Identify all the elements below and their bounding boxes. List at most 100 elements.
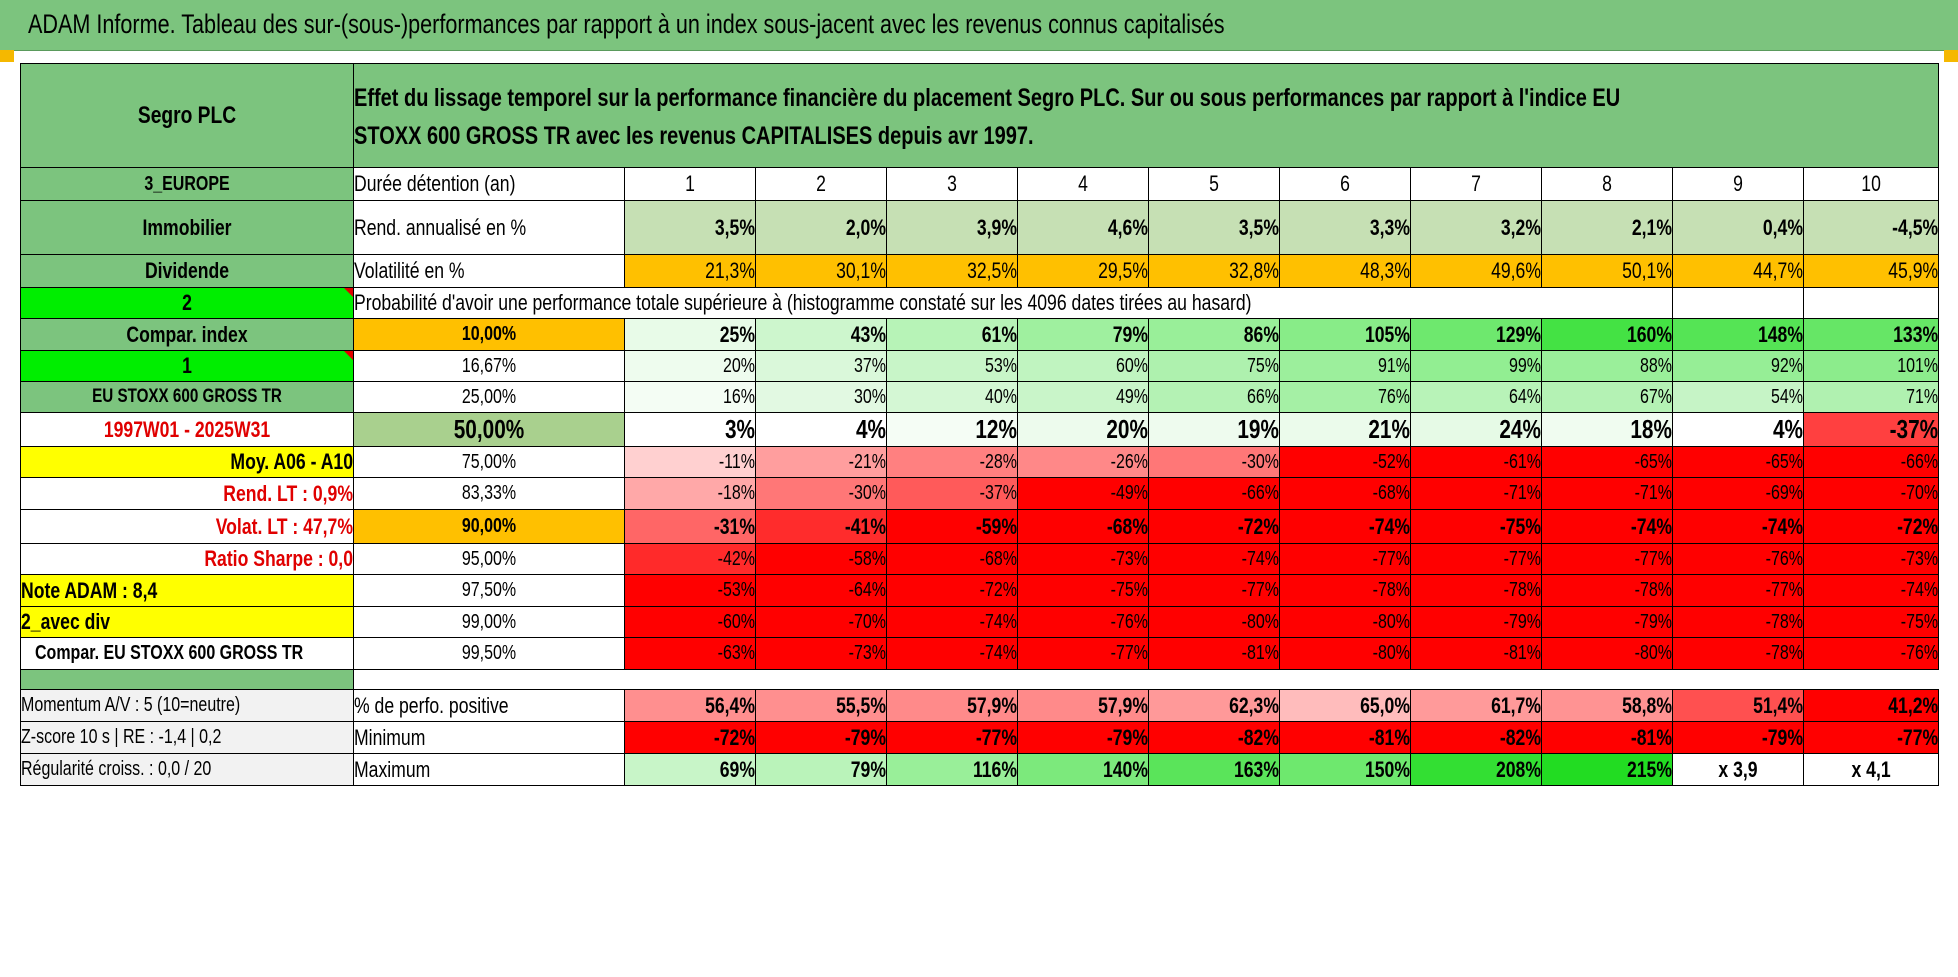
probability-value: -81% <box>1410 637 1542 670</box>
probability-value-text: -80% <box>1241 610 1279 633</box>
corner-marker-right <box>1944 50 1958 62</box>
probability-value-text: -70% <box>1900 482 1939 504</box>
probability-value: -66% <box>1148 477 1280 510</box>
maximum-value: 163% <box>1148 753 1280 786</box>
annual-return-value-text: 3,5% <box>714 214 755 240</box>
year-header: 1 <box>624 167 756 201</box>
probability-value: 40% <box>886 381 1018 413</box>
positive-performance-value-text: 51,4% <box>1753 692 1803 718</box>
probability-value: -71% <box>1541 477 1673 510</box>
probability-value-text: -78% <box>1765 642 1803 664</box>
positive-performance-value-text: 61,7% <box>1491 692 1541 718</box>
probability-value-text: 37% <box>853 354 886 377</box>
probability-value-text: 43% <box>850 321 886 347</box>
probability-value-text: -81% <box>1241 642 1279 664</box>
volatility-value: 50,1% <box>1541 254 1673 288</box>
annual-return-value: 3,5% <box>624 200 756 255</box>
probability-level: 25,00% <box>353 381 625 413</box>
year-header: 6 <box>1279 167 1411 201</box>
long-term-volatility: Volat. LT : 47,7% <box>20 509 354 544</box>
maximum-value-text: 215% <box>1626 756 1672 782</box>
probability-value: 20% <box>624 350 756 382</box>
minimum-value-text: -72% <box>713 724 755 750</box>
positive-performance-side-label: Momentum A/V : 5 (10=neutre) <box>20 689 354 722</box>
probability-value: 148% <box>1672 318 1804 351</box>
annual-return-value: 3,5% <box>1148 200 1280 255</box>
probability-value: -73% <box>1802 543 1940 575</box>
probability-title-text: Probabilité d'avoir une performance tota… <box>354 290 1252 315</box>
compare-index-long: Compar. EU STOXX 600 GROSS TR <box>20 637 354 670</box>
probability-value: 79% <box>1017 318 1149 351</box>
probability-value: 3% <box>624 412 756 447</box>
maximum-value: 79% <box>755 753 887 786</box>
probability-value: -66% <box>1802 446 1940 478</box>
annual-return-value-text: 0,4% <box>1762 214 1803 240</box>
probability-value-text: -74% <box>1368 513 1410 539</box>
annual-return-value: 3,9% <box>886 200 1018 255</box>
probability-level-text: 10,00% <box>461 323 517 345</box>
probability-level: 90,00% <box>353 509 625 544</box>
probability-value-text: 20% <box>722 354 755 377</box>
probability-value-text: -81% <box>1503 642 1541 664</box>
probability-value: -64% <box>755 574 887 607</box>
probability-value: -74% <box>1148 543 1280 575</box>
probability-value-text: -77% <box>1765 579 1803 601</box>
probability-value: -37% <box>1802 412 1940 447</box>
probability-level-text: 95,00% <box>461 547 517 570</box>
selector-dropdown-2[interactable]: 1 <box>20 350 354 382</box>
probability-value-text: 20% <box>1106 414 1148 444</box>
probability-value: -72% <box>1802 509 1940 544</box>
probability-value-text: -77% <box>1241 579 1279 601</box>
average-label-text: Moy. A06 - A10 <box>230 449 353 474</box>
probability-value: 101% <box>1802 350 1940 382</box>
type-label-text: Dividende <box>144 258 230 283</box>
probability-value-text: -21% <box>848 450 886 473</box>
probability-value: 91% <box>1279 350 1411 382</box>
probability-value-text: -71% <box>1503 482 1541 504</box>
probability-value-text: -72% <box>1237 513 1279 539</box>
probability-value-text: -66% <box>1241 482 1279 504</box>
probability-value-text: 49% <box>1115 385 1148 408</box>
minimum-value-text: -79% <box>1761 724 1803 750</box>
selector-dropdown-1[interactable]: 2 <box>20 287 354 319</box>
probability-value: -61% <box>1410 446 1542 478</box>
probability-value-text: 79% <box>1112 321 1148 347</box>
probability-value: -26% <box>1017 446 1149 478</box>
probability-value-text: 91% <box>1377 354 1410 377</box>
annual-return-value: 3,3% <box>1279 200 1411 255</box>
description-cell: Effet du lissage temporel sur la perform… <box>352 63 1940 168</box>
probability-value-text: 54% <box>1770 385 1803 408</box>
positive-performance-value-text: 57,9% <box>1098 692 1148 718</box>
maximum-label: Maximum <box>353 753 625 786</box>
positive-performance-value: 55,5% <box>755 689 887 722</box>
probability-value: -78% <box>1672 606 1804 638</box>
probability-value-text: -75% <box>1110 579 1148 601</box>
probability-level: 83,33% <box>353 477 625 510</box>
probability-value-text: 60% <box>1115 354 1148 377</box>
minimum-value: -82% <box>1410 721 1542 754</box>
probability-value-text: -74% <box>1900 579 1939 601</box>
probability-value-text: -52% <box>1372 450 1410 473</box>
probability-value: 76% <box>1279 381 1411 413</box>
annual-return-value-text: 3,3% <box>1369 214 1410 240</box>
annual-return-value-text: 3,2% <box>1500 214 1541 240</box>
probability-value-text: -72% <box>979 579 1017 601</box>
volatility-value-text: 45,9% <box>1888 258 1939 283</box>
probability-value: -73% <box>755 637 887 670</box>
probability-value: 18% <box>1541 412 1673 447</box>
probability-value-text: -76% <box>1110 610 1148 633</box>
probability-value-text: -65% <box>1634 450 1672 473</box>
year-header-text: 6 <box>1340 171 1350 196</box>
annual-return-value-text: 2,1% <box>1631 214 1672 240</box>
probability-value: -80% <box>1279 637 1411 670</box>
probability-value: 66% <box>1148 381 1280 413</box>
probability-value-text: 99% <box>1508 354 1541 377</box>
positive-performance-value-text: 62,3% <box>1229 692 1279 718</box>
positive-performance-label-text: % de perfo. positive <box>354 692 509 718</box>
maximum-label-text: Maximum <box>354 756 431 782</box>
positive-performance-value-text: 65,0% <box>1360 692 1410 718</box>
probability-value: -78% <box>1672 637 1804 670</box>
maximum-value-text: x 4,1 <box>1851 756 1891 782</box>
year-header-text: 5 <box>1209 171 1219 196</box>
probability-value-text: -77% <box>1372 547 1410 570</box>
